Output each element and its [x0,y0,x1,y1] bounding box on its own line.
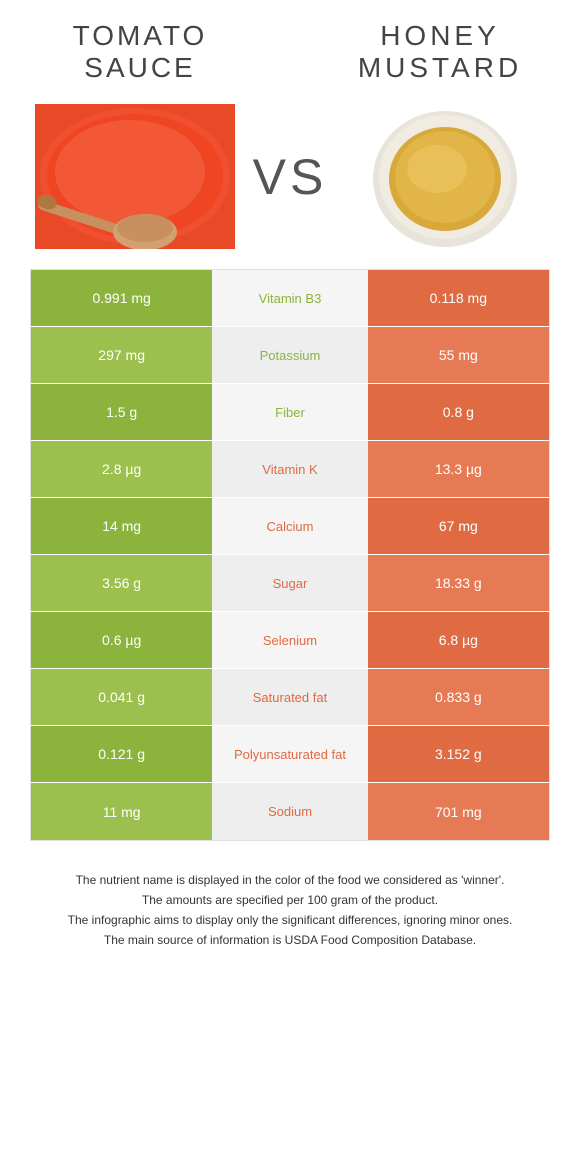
table-row: 1.5 gFiber0.8 g [31,384,549,441]
infographic: TOMATO SAUCE HONEY MUSTARD VS [0,0,580,971]
table-row: 14 mgCalcium67 mg [31,498,549,555]
left-value: 2.8 µg [31,441,212,497]
left-value: 0.6 µg [31,612,212,668]
right-food-title: HONEY MUSTARD [330,20,550,84]
right-value: 0.8 g [368,384,549,440]
left-value: 1.5 g [31,384,212,440]
nutrient-label: Fiber [212,384,367,440]
table-row: 3.56 gSugar18.33 g [31,555,549,612]
footnotes: The nutrient name is displayed in the co… [0,841,580,971]
right-value: 18.33 g [368,555,549,611]
comparison-table: 0.991 mgVitamin B30.118 mg297 mgPotassiu… [30,269,550,841]
left-food-title: TOMATO SAUCE [30,20,250,84]
footnote-line: The infographic aims to display only the… [40,911,540,929]
left-title-line1: TOMATO [30,20,250,52]
footnote-line: The amounts are specified per 100 gram o… [40,891,540,909]
left-value: 0.991 mg [31,270,212,326]
honey-mustard-image [345,104,545,249]
left-value: 3.56 g [31,555,212,611]
right-value: 0.833 g [368,669,549,725]
header: TOMATO SAUCE HONEY MUSTARD [0,0,580,94]
left-value: 297 mg [31,327,212,383]
table-row: 11 mgSodium701 mg [31,783,549,840]
right-title-line2: MUSTARD [330,52,550,84]
left-value: 0.121 g [31,726,212,782]
nutrient-label: Sodium [212,783,367,840]
table-row: 297 mgPotassium55 mg [31,327,549,384]
nutrient-label: Vitamin K [212,441,367,497]
left-title-line2: SAUCE [30,52,250,84]
right-value: 13.3 µg [368,441,549,497]
table-row: 0.6 µgSelenium6.8 µg [31,612,549,669]
table-row: 0.041 gSaturated fat0.833 g [31,669,549,726]
nutrient-label: Vitamin B3 [212,270,367,326]
footnote-line: The main source of information is USDA F… [40,931,540,949]
nutrient-label: Potassium [212,327,367,383]
nutrient-label: Polyunsaturated fat [212,726,367,782]
tomato-sauce-image [35,104,235,249]
table-row: 0.991 mgVitamin B30.118 mg [31,270,549,327]
left-value: 0.041 g [31,669,212,725]
table-row: 2.8 µgVitamin K13.3 µg [31,441,549,498]
nutrient-label: Sugar [212,555,367,611]
nutrient-label: Saturated fat [212,669,367,725]
nutrient-label: Selenium [212,612,367,668]
right-title-line1: HONEY [330,20,550,52]
table-row: 0.121 gPolyunsaturated fat3.152 g [31,726,549,783]
nutrient-label: Calcium [212,498,367,554]
right-value: 701 mg [368,783,549,840]
left-value: 11 mg [31,783,212,840]
left-value: 14 mg [31,498,212,554]
right-value: 3.152 g [368,726,549,782]
right-value: 6.8 µg [368,612,549,668]
footnote-line: The nutrient name is displayed in the co… [40,871,540,889]
right-value: 0.118 mg [368,270,549,326]
vs-label: VS [245,148,336,206]
right-value: 55 mg [368,327,549,383]
images-row: VS [0,94,580,269]
right-value: 67 mg [368,498,549,554]
